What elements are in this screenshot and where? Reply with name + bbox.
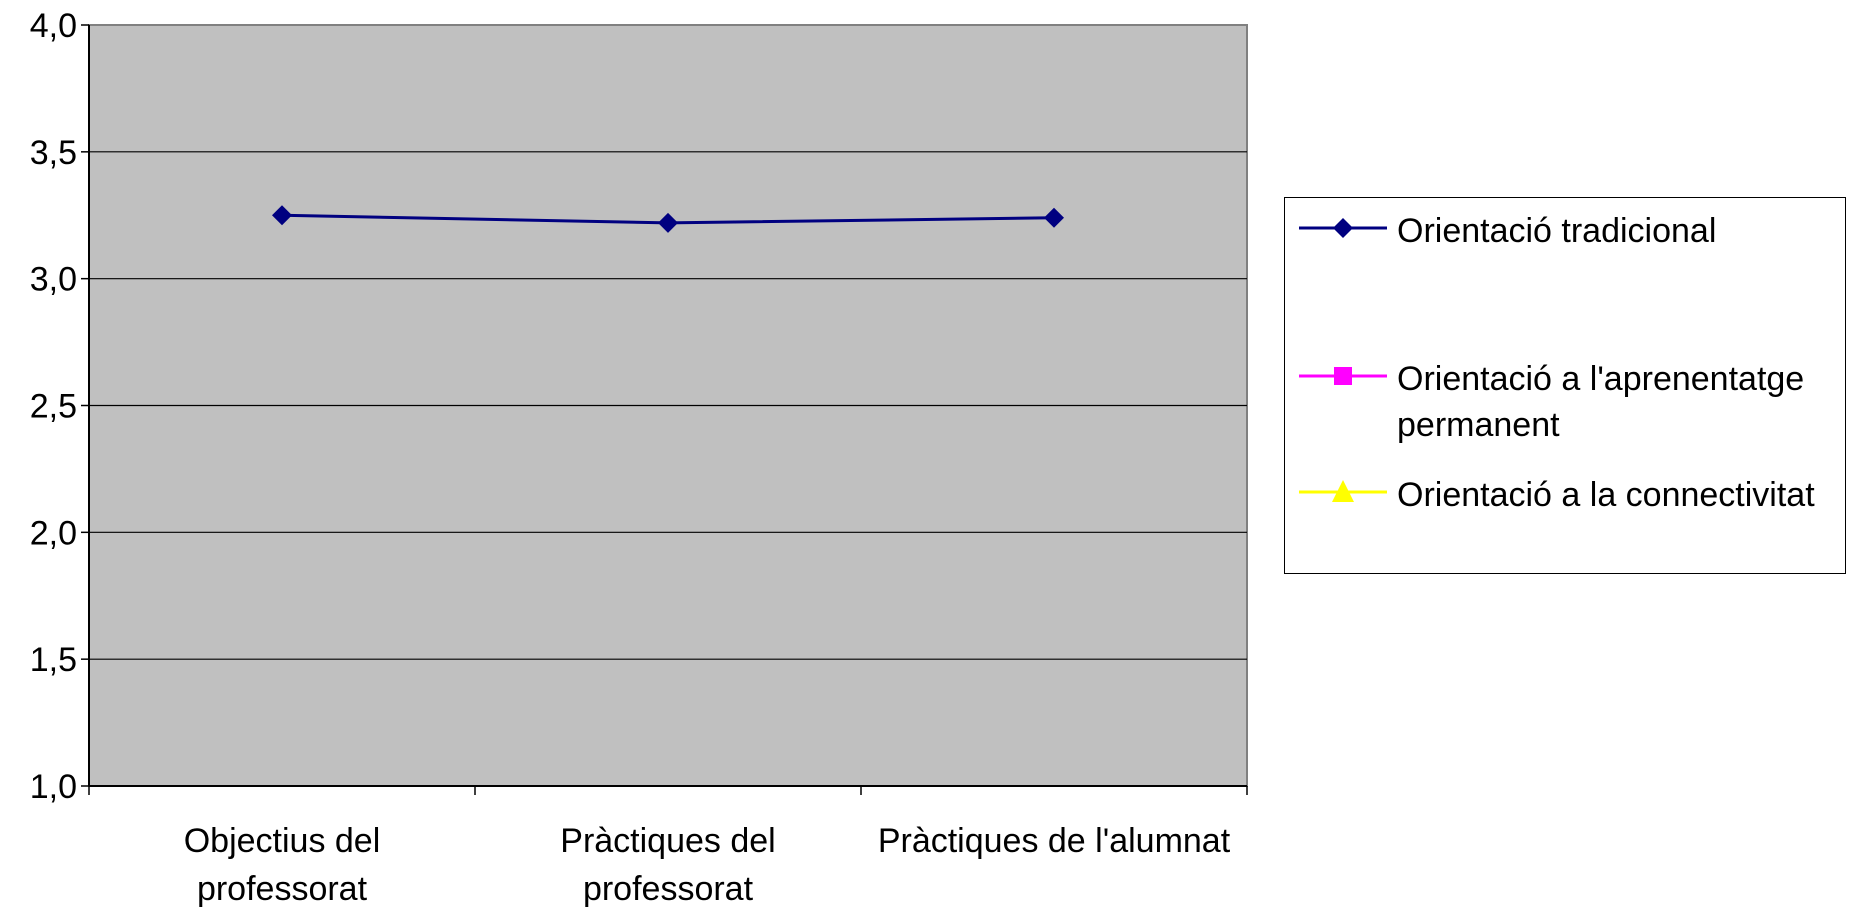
legend: Orientació tradicional Orientació a l'ap… xyxy=(1284,197,1846,574)
y-tick-label: 4,0 xyxy=(30,7,77,45)
legend-item-lifelong-learning: Orientació a l'aprenentatge permanent xyxy=(1297,356,1837,448)
diamond-marker-icon xyxy=(1299,218,1387,238)
legend-label-line: Orientació a l'aprenentatge xyxy=(1397,360,1805,398)
y-axis-ticks: 1,0 1,5 2,0 2,5 3,0 3,5 4,0 xyxy=(30,7,89,806)
y-tick-label: 1,5 xyxy=(30,641,77,679)
data-point xyxy=(1044,207,1064,228)
y-tick-label: 1,0 xyxy=(30,768,77,806)
legend-label: Orientació a l'aprenentatge permanent xyxy=(1397,356,1837,448)
y-tick-label: 2,5 xyxy=(30,388,77,426)
x-tick-label: Pràctiques de l'alumnat xyxy=(878,822,1231,860)
data-point xyxy=(272,205,292,226)
x-axis-ticks: Objectius del professorat Pràctiques del pr… xyxy=(88,786,1248,908)
y-tick-label: 2,0 xyxy=(30,514,77,552)
data-point xyxy=(658,212,678,233)
y-tick-label: 3,5 xyxy=(30,134,77,172)
legend-label: Orientació a la connectivitat xyxy=(1397,476,1815,514)
legend-item-traditional: Orientació tradicional xyxy=(1297,208,1837,254)
legend-label-line: permanent xyxy=(1397,406,1560,444)
legend-item-connectivity: Orientació a la connectivitat xyxy=(1297,472,1837,518)
series-layer xyxy=(272,205,1064,233)
x-tick-label: Pràctiques del professorat xyxy=(560,822,775,908)
y-tick-label: 3,0 xyxy=(30,261,77,299)
x-tick-label: Objectius del professorat xyxy=(184,822,381,908)
legend-label: Orientació tradicional xyxy=(1397,212,1717,250)
triangle-marker-icon xyxy=(1299,480,1387,502)
square-marker-icon xyxy=(1299,367,1387,385)
gridlines xyxy=(89,151,1247,660)
